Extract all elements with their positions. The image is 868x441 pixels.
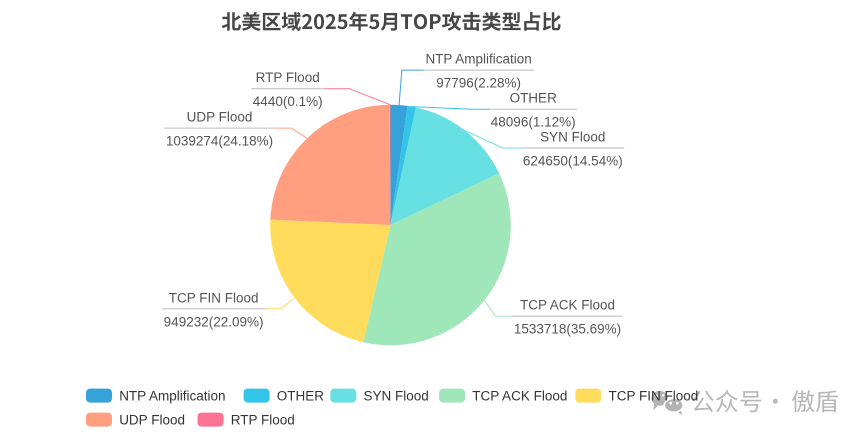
- svg-text:SYN Flood: SYN Flood: [364, 388, 429, 403]
- svg-text:OTHER: OTHER: [277, 388, 325, 403]
- svg-text:624650(14.54%): 624650(14.54%): [523, 154, 623, 169]
- svg-text:RTP Flood: RTP Flood: [256, 70, 320, 85]
- svg-text:TCP FIN Flood: TCP FIN Flood: [609, 388, 699, 403]
- svg-text:TCP FIN Flood: TCP FIN Flood: [169, 290, 259, 305]
- svg-text:949232(22.09%): 949232(22.09%): [164, 314, 264, 329]
- svg-text:TCP ACK Flood: TCP ACK Flood: [520, 298, 615, 313]
- svg-text:1039274(24.18%): 1039274(24.18%): [166, 134, 273, 149]
- svg-text:1533718(35.69%): 1533718(35.69%): [514, 322, 621, 337]
- svg-text:97796(2.28%): 97796(2.28%): [436, 76, 521, 91]
- svg-text:NTP Amplification: NTP Amplification: [425, 52, 531, 67]
- svg-text:NTP Amplification: NTP Amplification: [119, 388, 225, 403]
- svg-text:4440(0.1%): 4440(0.1%): [253, 94, 323, 109]
- svg-text:UDP Flood: UDP Flood: [119, 412, 185, 427]
- svg-text:RTP Flood: RTP Flood: [231, 412, 295, 427]
- svg-text:OTHER: OTHER: [510, 91, 558, 106]
- svg-text:TCP ACK Flood: TCP ACK Flood: [472, 388, 567, 403]
- svg-text:UDP Flood: UDP Flood: [187, 110, 253, 125]
- svg-text:SYN Flood: SYN Flood: [540, 130, 605, 145]
- svg-text:48096(1.12%): 48096(1.12%): [491, 115, 576, 130]
